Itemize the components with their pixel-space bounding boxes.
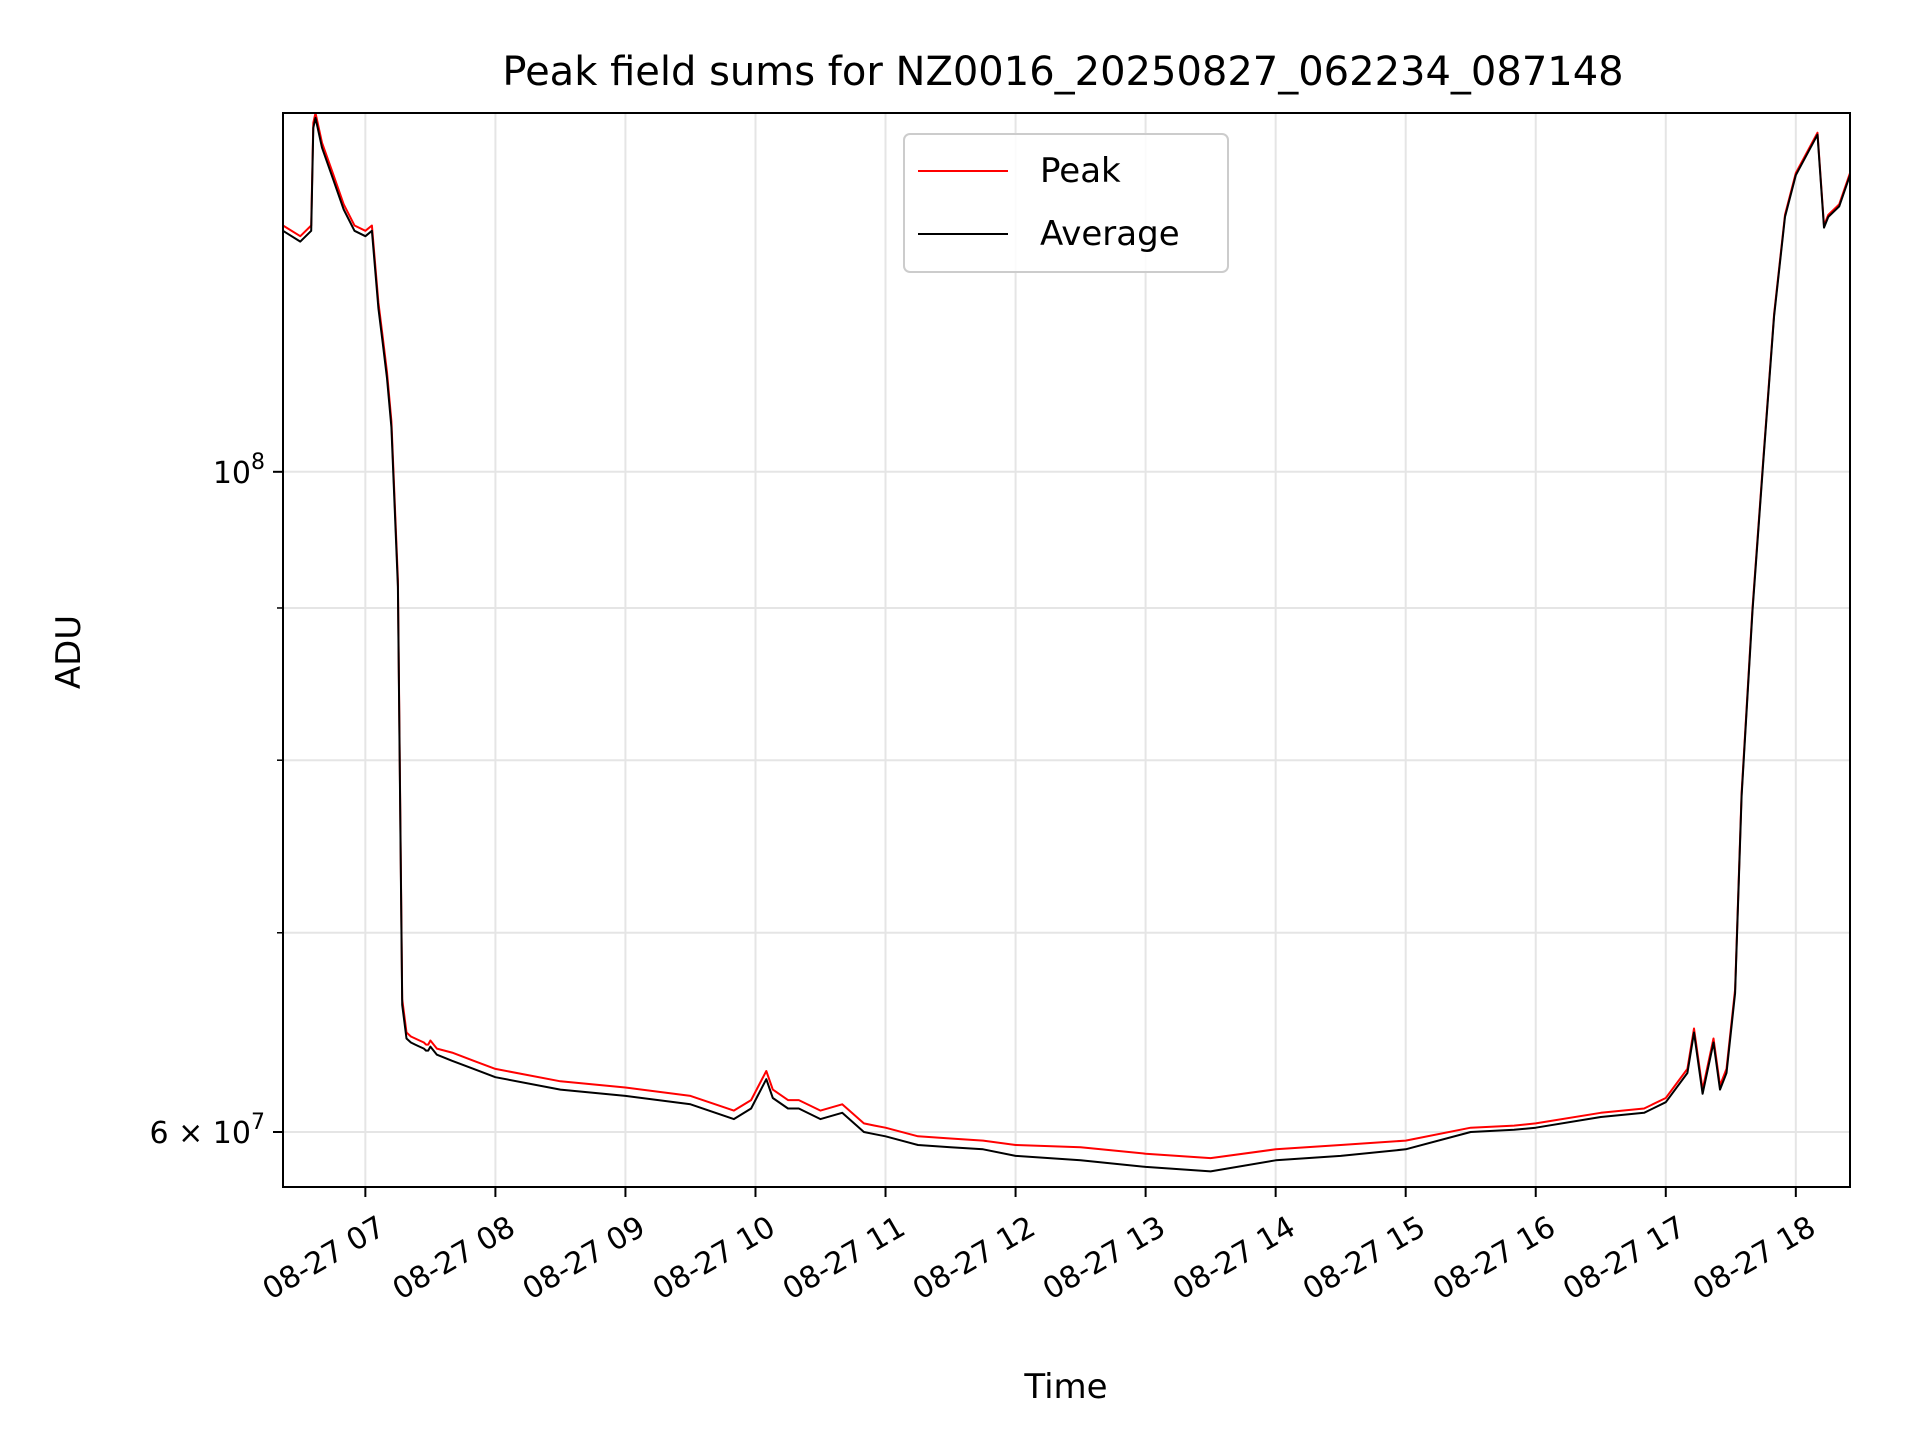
x-axis-label: Time bbox=[1023, 1367, 1107, 1407]
plot-frame bbox=[282, 112, 1851, 1188]
legend-label-average: Average bbox=[1040, 214, 1180, 254]
chart-title: Peak field sums for NZ0016_20250827_0622… bbox=[502, 49, 1623, 95]
y-axis-label: ADU bbox=[49, 615, 89, 689]
series-layer bbox=[282, 112, 1851, 1173]
legend: Peak Average bbox=[903, 133, 1229, 273]
series-line-average bbox=[282, 116, 1851, 1173]
y-axis: 108 6 × 107 bbox=[150, 450, 283, 1151]
y-tick-label: 108 bbox=[213, 450, 265, 491]
grid bbox=[283, 113, 1850, 1187]
y-tick-label: 6 × 107 bbox=[150, 1110, 265, 1151]
legend-label-peak: Peak bbox=[1040, 151, 1121, 191]
legend-box bbox=[903, 133, 1229, 273]
